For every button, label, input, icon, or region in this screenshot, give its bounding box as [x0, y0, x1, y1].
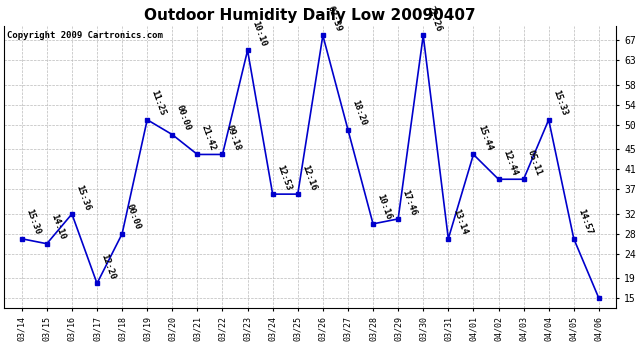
Text: 12:20: 12:20 [100, 253, 117, 281]
Text: 15:44: 15:44 [476, 124, 493, 152]
Text: 15:36: 15:36 [74, 183, 92, 211]
Text: 00:00: 00:00 [125, 203, 142, 231]
Title: Outdoor Humidity Daily Low 20090407: Outdoor Humidity Daily Low 20090407 [145, 8, 476, 23]
Text: 12:16: 12:16 [300, 163, 318, 192]
Text: 10:16: 10:16 [376, 193, 393, 221]
Text: 22:26: 22:26 [426, 4, 444, 33]
Text: 12:53: 12:53 [275, 163, 293, 192]
Text: 09:18: 09:18 [225, 124, 243, 152]
Text: 21:42: 21:42 [200, 124, 218, 152]
Text: 00:00: 00:00 [175, 104, 193, 132]
Text: 15:30: 15:30 [24, 208, 42, 236]
Text: 02:39: 02:39 [325, 4, 343, 33]
Text: Copyright 2009 Cartronics.com: Copyright 2009 Cartronics.com [7, 31, 163, 40]
Text: 18:20: 18:20 [351, 99, 368, 127]
Text: 14:10: 14:10 [49, 213, 67, 241]
Text: 12:44: 12:44 [501, 148, 518, 177]
Text: 11:25: 11:25 [150, 89, 167, 117]
Text: 13:14: 13:14 [451, 208, 468, 236]
Text: 15:33: 15:33 [551, 89, 569, 117]
Text: 10:10: 10:10 [250, 20, 268, 48]
Text: 05:11: 05:11 [526, 148, 544, 177]
Text: 14:57: 14:57 [576, 208, 594, 236]
Text: 17:46: 17:46 [401, 188, 419, 216]
